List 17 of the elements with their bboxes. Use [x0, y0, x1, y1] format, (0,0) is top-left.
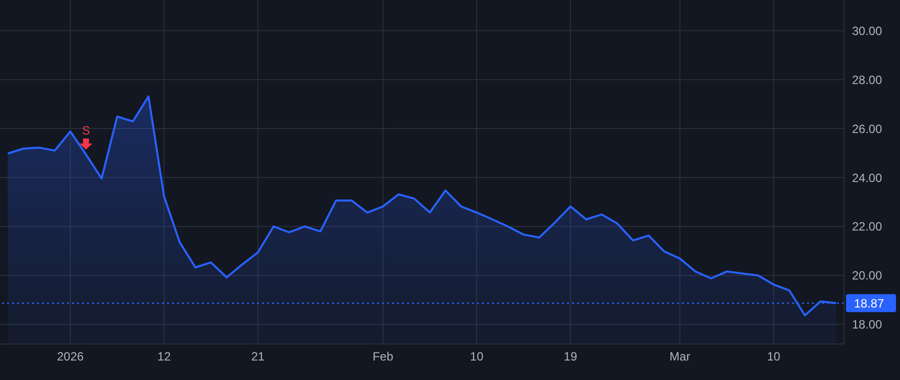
x-tick-label: Mar	[670, 350, 690, 364]
x-tick-label: 10	[470, 350, 484, 364]
x-tick-label: Feb	[372, 350, 394, 364]
y-tick-label: 18.00	[852, 318, 882, 332]
x-tick-label: 21	[251, 350, 265, 364]
y-tick-label: 28.00	[852, 72, 882, 87]
annotation: S	[82, 123, 90, 138]
y-tick-label: 30.00	[852, 24, 882, 38]
x-tick-label: 12	[157, 350, 172, 364]
x-tick-label: 10	[766, 350, 781, 364]
y-tick-label: 20.00	[852, 268, 882, 283]
x-tick-label: 2026	[56, 350, 84, 364]
ref-line-label: 18.87	[854, 296, 884, 311]
y-tick-label: 26.00	[852, 122, 882, 136]
y-tick-label: 22.00	[852, 220, 882, 234]
y-tick-label: 24.00	[852, 170, 882, 185]
x-tick-label: 19	[564, 350, 578, 364]
